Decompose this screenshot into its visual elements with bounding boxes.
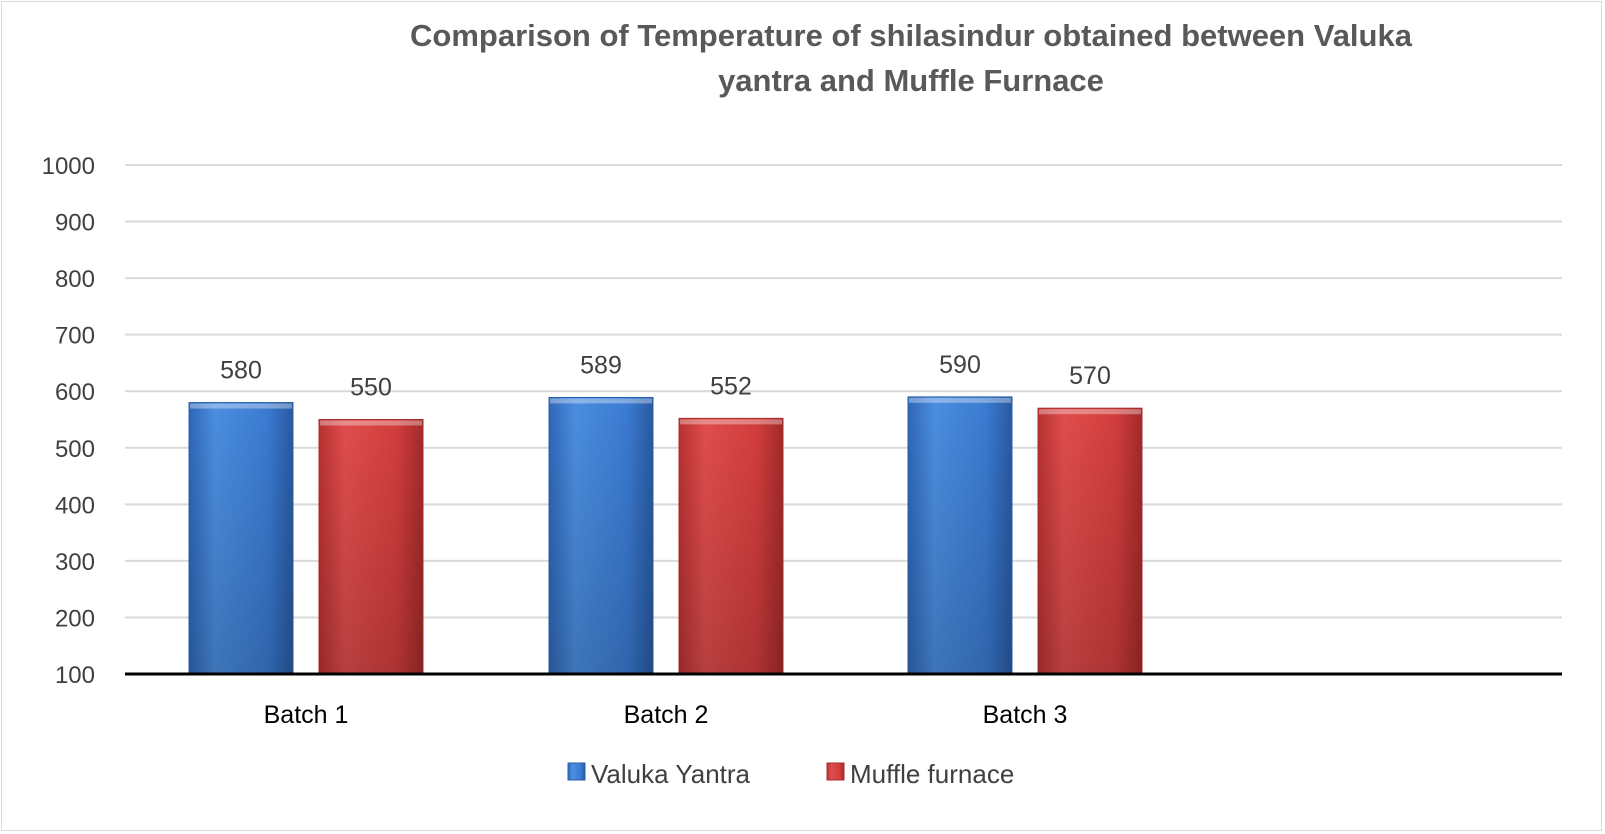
data-label: 550 <box>350 374 392 402</box>
bar-shade <box>908 396 1012 674</box>
y-tick-label: 600 <box>55 379 95 406</box>
y-tick-label: 200 <box>55 605 95 632</box>
x-category-label: Batch 2 <box>624 701 709 729</box>
bars <box>188 396 1143 675</box>
chart-title-line-2: yantra and Muffle Furnace <box>718 63 1104 98</box>
legend-swatch-muffle-furnace <box>826 762 845 781</box>
y-tick-label: 1000 <box>42 153 95 180</box>
data-label: 580 <box>220 357 262 385</box>
data-label: 570 <box>1069 362 1111 390</box>
data-label: 590 <box>939 351 981 379</box>
bar-shade <box>549 397 653 674</box>
legend-label-muffle-furnace: Muffle furnace <box>850 759 1014 789</box>
data-label: 589 <box>580 351 622 379</box>
bar-shade <box>679 418 783 674</box>
chart-title: Comparison of Temperature of shilasindur… <box>410 18 1413 98</box>
legend-swatch-valuka-yantra <box>567 762 586 781</box>
y-tick-label: 400 <box>55 492 95 519</box>
x-axis-labels: Batch 1 Batch 2 Batch 3 <box>264 701 1068 729</box>
y-tick-label: 700 <box>55 323 95 350</box>
chart-title-line-1: Comparison of Temperature of shilasindur… <box>410 18 1413 53</box>
bar-shade <box>1038 408 1142 674</box>
legend: Valuka Yantra Muffle furnace <box>567 759 1014 789</box>
x-category-label: Batch 3 <box>983 701 1068 729</box>
y-axis-ticks: 100 200 300 400 500 600 700 800 900 1000 <box>42 153 95 689</box>
x-category-label: Batch 1 <box>264 701 349 729</box>
y-tick-label: 800 <box>55 266 95 293</box>
y-tick-label: 900 <box>55 210 95 237</box>
y-tick-label: 300 <box>55 549 95 576</box>
legend-label-valuka-yantra: Valuka Yantra <box>591 759 751 789</box>
bar-shade <box>189 402 293 674</box>
y-tick-label: 100 <box>55 662 95 689</box>
bar-shade <box>319 419 423 674</box>
data-label: 552 <box>710 372 752 400</box>
y-tick-label: 500 <box>55 436 95 463</box>
data-labels: 580 550 589 552 590 570 <box>220 351 1111 402</box>
